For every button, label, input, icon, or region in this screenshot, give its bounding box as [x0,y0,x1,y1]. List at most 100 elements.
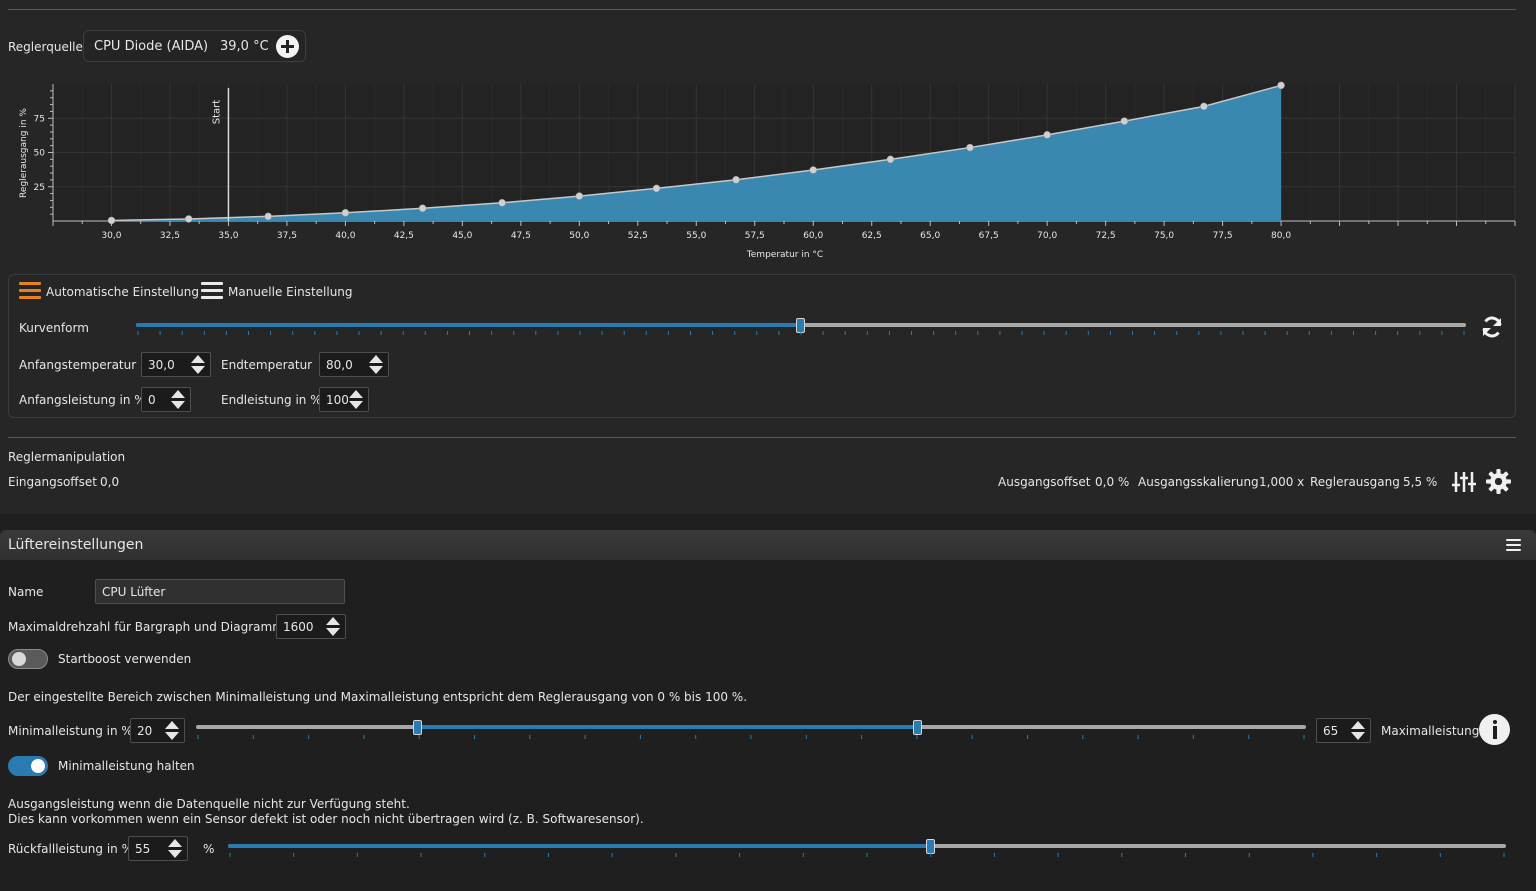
chart-point[interactable] [341,209,350,217]
startboost-toggle-knob [12,652,26,666]
end-power-down-icon[interactable] [349,401,363,409]
chart-x-tick-label: 35,0 [218,231,238,241]
chart-point[interactable] [1043,131,1051,139]
chart-x-tick-label: 67,5 [979,231,999,241]
chart-y-label: Reglerausgang in % [19,108,29,198]
chart-point[interactable] [732,176,740,184]
fallback-slider-handle[interactable] [925,839,935,854]
source-name: CPU Diode (AIDA) [94,39,209,54]
add-source-icon[interactable] [276,35,299,58]
sliders-icon[interactable] [1452,470,1476,494]
hold-min-toggle-knob [31,759,45,773]
fallback-up-icon[interactable] [168,839,182,847]
chart-point[interactable] [652,184,661,193]
min-power-down-icon[interactable] [165,732,179,740]
auto-settings-icon[interactable] [19,282,41,302]
start-temp-up-icon[interactable] [191,355,205,363]
chart-y-tick-label: 25 [34,183,45,193]
chart-point[interactable] [107,216,116,225]
chart-point[interactable] [1200,102,1208,111]
info-icon[interactable] [1479,714,1510,745]
range-slider-fill [418,725,918,729]
min-power-value: 20 [137,724,153,738]
curve-slider[interactable] [136,318,1466,340]
chart-series-line [111,84,1282,222]
chart-point[interactable] [886,155,895,164]
chart-x-tick-label: 55,0 [686,231,706,241]
chart-x-ticks: 30,0 32,5 35,0 37,5 40,0 42,5 45,0 47,5 50,0 52,5… [52,221,1516,241]
min-power-spinbox[interactable]: 20 [130,718,185,743]
max-power-value: 65 [1323,724,1339,738]
max-power-down-icon[interactable] [1351,732,1365,740]
source-label: Reglerquelle [8,40,83,54]
chart-x-tick-label: 77,5 [1213,231,1233,241]
chart-y-tick-label: 75 [34,114,45,124]
fan-name-label: Name [8,585,44,599]
start-temp-value: 30,0 [148,358,175,372]
max-power-spinbox[interactable]: 65 [1316,718,1371,743]
fallback-down-icon[interactable] [168,850,182,858]
source-value: 39,0 °C [220,39,269,54]
tab-auto-settings[interactable]: Automatische Einstellung [46,285,199,299]
chart-point[interactable] [498,199,506,207]
tab-manual-settings[interactable]: Manuelle Einstellung [228,285,353,299]
power-range-slider[interactable] [196,720,1306,742]
start-temp-down-icon[interactable] [191,366,205,374]
source-selector[interactable]: CPU Diode (AIDA) 39,0 °C [83,30,306,62]
top-divider [8,9,1516,10]
end-temp-spinbox[interactable]: 80,0 [319,352,389,377]
maxrpm-down-icon[interactable] [326,628,340,636]
gear-icon[interactable] [1486,469,1511,494]
refresh-icon[interactable] [1480,315,1504,339]
fallback-spinbox[interactable]: 55 [128,836,188,861]
range-slider-max-handle[interactable] [912,720,922,735]
end-power-label: Endleistung in % [221,393,322,407]
startboost-toggle[interactable] [8,649,48,669]
chart-point[interactable] [575,192,584,200]
curve-chart[interactable]: 30,0 32,5 35,0 37,5 40,0 42,5 45,0 47,5 50,0 52,5… [0,76,1536,266]
chart-x-label: Temperatur in °C [746,250,823,260]
start-temp-spinbox[interactable]: 30,0 [141,352,211,377]
chart-point[interactable] [966,143,974,152]
startboost-label: Startboost verwenden [58,652,192,666]
chart-x-tick-label: 30,0 [101,231,121,241]
fallback-label: Rückfallleistung in % [8,842,134,856]
end-temp-up-icon[interactable] [369,355,383,363]
end-power-spinbox[interactable]: 100 [319,387,369,412]
start-power-value: 0 [148,393,156,407]
start-power-up-icon[interactable] [171,390,185,398]
chart-point[interactable] [184,215,193,223]
chart-x-tick-label: 52,5 [628,231,648,241]
min-power-up-icon[interactable] [165,721,179,729]
output-scale-label: Ausgangsskalierung [1138,475,1259,489]
maxrpm-up-icon[interactable] [326,617,340,625]
chart-x-tick-label: 37,5 [277,231,297,241]
chart-point[interactable] [418,204,427,213]
hold-min-toggle[interactable] [8,756,48,776]
fan-menu-icon[interactable] [1506,539,1521,551]
max-power-up-icon[interactable] [1351,721,1365,729]
chart-point[interactable] [264,212,272,221]
manipulation-title: Reglermanipulation [8,450,126,464]
chart-x-tick-label: 50,0 [569,231,589,241]
end-temp-down-icon[interactable] [369,366,383,374]
start-power-down-icon[interactable] [171,401,185,409]
chart-point[interactable] [1277,81,1285,90]
manual-settings-icon[interactable] [201,282,223,302]
start-power-spinbox[interactable]: 0 [141,387,191,412]
chart-point[interactable] [1120,117,1129,125]
chart-points[interactable] [107,81,1285,225]
chart-start-marker: Start [211,88,230,221]
range-slider-min-handle[interactable] [413,720,422,735]
output-scale-value: 1,000 x [1259,475,1305,489]
end-power-up-icon[interactable] [349,390,363,398]
range-slider-ticks [197,735,1305,739]
fallback-unit: % [203,842,215,856]
fan-name-field[interactable] [95,579,345,604]
hold-min-label: Minimalleistung halten [58,759,195,773]
fan-settings-header: Lüftereinstellungen [0,530,1536,560]
chart-point[interactable] [809,166,817,174]
fan-name-input[interactable] [96,580,344,603]
fallback-slider[interactable] [228,839,1506,861]
maxrpm-spinbox[interactable]: 1600 [276,614,346,639]
